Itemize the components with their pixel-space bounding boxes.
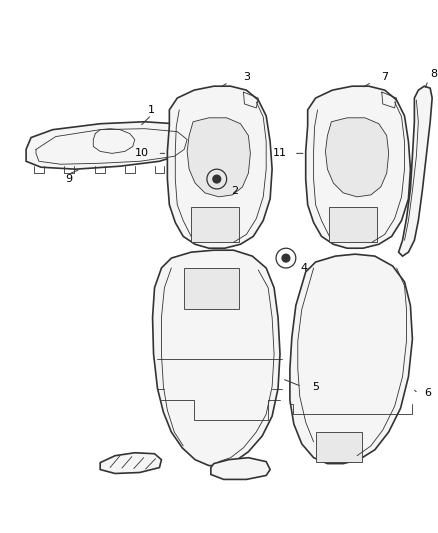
Polygon shape bbox=[316, 432, 362, 462]
Text: 7: 7 bbox=[381, 72, 389, 82]
Circle shape bbox=[213, 175, 221, 183]
Text: 9: 9 bbox=[65, 174, 72, 184]
Text: 10: 10 bbox=[135, 148, 148, 158]
Polygon shape bbox=[187, 118, 251, 197]
Polygon shape bbox=[399, 86, 432, 256]
Polygon shape bbox=[100, 453, 162, 473]
Polygon shape bbox=[26, 122, 194, 169]
Text: 6: 6 bbox=[425, 389, 432, 399]
Polygon shape bbox=[152, 250, 280, 466]
Polygon shape bbox=[290, 254, 413, 464]
Polygon shape bbox=[329, 207, 377, 243]
Polygon shape bbox=[325, 118, 389, 197]
Text: 5: 5 bbox=[312, 382, 319, 392]
Polygon shape bbox=[191, 207, 239, 243]
Polygon shape bbox=[211, 458, 270, 479]
Polygon shape bbox=[184, 268, 239, 310]
Text: 11: 11 bbox=[273, 148, 287, 158]
Circle shape bbox=[282, 254, 290, 262]
Polygon shape bbox=[167, 86, 272, 248]
Text: 8: 8 bbox=[431, 69, 438, 79]
Text: 4: 4 bbox=[300, 263, 307, 273]
Text: 1: 1 bbox=[148, 105, 155, 115]
Polygon shape bbox=[306, 86, 410, 248]
Text: 2: 2 bbox=[231, 186, 238, 196]
Text: 3: 3 bbox=[243, 72, 250, 82]
